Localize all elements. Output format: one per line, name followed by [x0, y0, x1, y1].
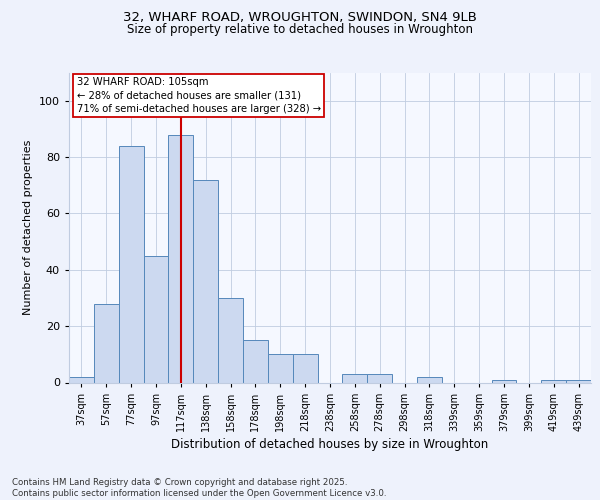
Text: 32 WHARF ROAD: 105sqm
← 28% of detached houses are smaller (131)
71% of semi-det: 32 WHARF ROAD: 105sqm ← 28% of detached …	[77, 77, 321, 114]
Bar	[417, 377, 442, 382]
Text: 32, WHARF ROAD, WROUGHTON, SWINDON, SN4 9LB: 32, WHARF ROAD, WROUGHTON, SWINDON, SN4 …	[123, 11, 477, 24]
Text: Size of property relative to detached houses in Wroughton: Size of property relative to detached ho…	[127, 22, 473, 36]
Bar	[193, 180, 218, 382]
Bar	[218, 298, 243, 382]
Bar	[367, 374, 392, 382]
Bar	[143, 256, 169, 382]
Bar	[491, 380, 517, 382]
Bar	[94, 304, 119, 382]
Bar	[69, 377, 94, 382]
Bar	[169, 134, 193, 382]
Bar	[293, 354, 317, 382]
Bar	[243, 340, 268, 382]
Bar	[541, 380, 566, 382]
X-axis label: Distribution of detached houses by size in Wroughton: Distribution of detached houses by size …	[172, 438, 488, 451]
Text: Contains HM Land Registry data © Crown copyright and database right 2025.
Contai: Contains HM Land Registry data © Crown c…	[12, 478, 386, 498]
Bar	[343, 374, 367, 382]
Bar	[566, 380, 591, 382]
Bar	[268, 354, 293, 382]
Y-axis label: Number of detached properties: Number of detached properties	[23, 140, 34, 315]
Bar	[119, 146, 143, 382]
